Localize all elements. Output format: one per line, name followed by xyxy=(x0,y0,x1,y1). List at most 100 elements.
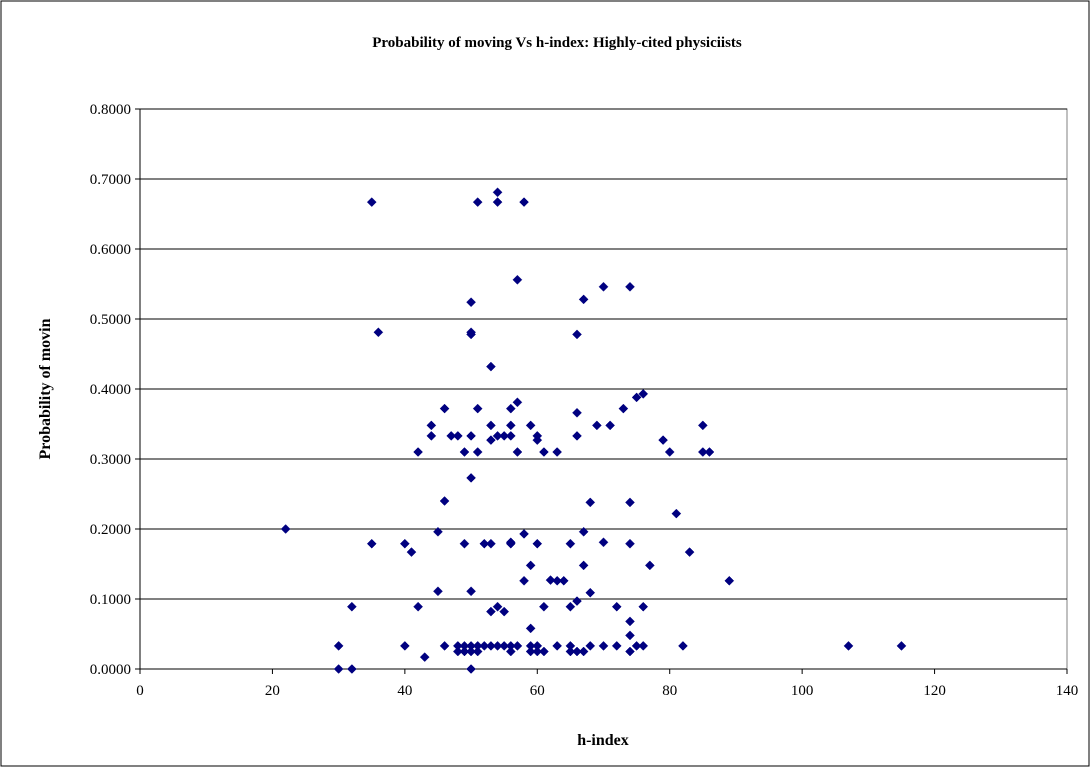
data-point xyxy=(486,435,496,445)
data-point xyxy=(452,646,463,657)
data-point xyxy=(426,420,437,431)
data-point xyxy=(532,538,543,549)
data-point xyxy=(578,294,589,305)
data-point xyxy=(400,538,410,549)
data-point xyxy=(492,187,503,198)
y-tick-label: 0.5000 xyxy=(90,312,131,328)
data-point xyxy=(572,329,582,340)
data-point xyxy=(572,431,582,441)
data-point xyxy=(439,641,450,651)
data-point xyxy=(406,547,417,557)
data-point xyxy=(552,447,563,457)
x-tick-label: 0 xyxy=(136,683,144,699)
data-point xyxy=(697,447,708,457)
data-point xyxy=(525,646,536,657)
data-point xyxy=(525,420,536,431)
data-point xyxy=(585,497,596,508)
data-point xyxy=(565,601,576,612)
data-point xyxy=(499,641,510,651)
data-point xyxy=(585,587,596,598)
data-point xyxy=(373,327,384,338)
data-point xyxy=(505,420,516,431)
data-point xyxy=(486,361,496,372)
data-point xyxy=(598,281,609,292)
data-point xyxy=(452,431,463,441)
data-point xyxy=(446,431,457,441)
axes: 0.0000 0.1000 0.2000 0.3000 0.4000 0.5000 0.60… xyxy=(90,102,1079,699)
data-point xyxy=(572,596,582,606)
data-point xyxy=(366,197,377,207)
y-axis-label: Probability of movin xyxy=(37,318,54,459)
data-point xyxy=(486,538,496,549)
data-point xyxy=(413,601,423,612)
data-point xyxy=(347,601,357,612)
data-point xyxy=(472,646,483,657)
data-point xyxy=(486,641,496,651)
x-tick-label: 140 xyxy=(1056,683,1079,699)
data-point xyxy=(466,329,476,340)
data-point xyxy=(512,447,523,457)
data-point xyxy=(578,560,589,571)
data-point xyxy=(631,641,642,651)
data-point xyxy=(525,623,536,634)
data-point xyxy=(664,447,675,457)
data-point xyxy=(413,447,423,457)
data-point xyxy=(492,431,503,441)
data-point xyxy=(505,538,516,549)
data-point xyxy=(505,403,516,414)
gridlines xyxy=(140,108,1067,600)
data-point xyxy=(479,641,490,651)
data-point xyxy=(499,431,510,441)
x-axis-label: h-index xyxy=(577,732,629,749)
data-point xyxy=(525,560,536,571)
data-point xyxy=(519,575,529,586)
x-tick-label: 80 xyxy=(662,683,677,699)
data-point xyxy=(539,447,549,457)
data-point xyxy=(598,641,609,651)
data-point xyxy=(426,431,437,441)
data-point xyxy=(519,529,529,539)
x-tick-label: 60 xyxy=(530,683,545,699)
data-point xyxy=(552,575,563,586)
data-point xyxy=(605,420,615,431)
data-point xyxy=(433,526,443,537)
data-point xyxy=(671,508,682,519)
data-point xyxy=(625,538,635,549)
data-point xyxy=(684,547,695,557)
x-tick-label: 120 xyxy=(923,683,946,699)
data-point xyxy=(472,403,483,414)
data-point xyxy=(466,586,476,597)
y-tick-label: 0.3000 xyxy=(90,452,131,468)
data-point xyxy=(631,392,642,403)
data-point xyxy=(578,646,589,657)
data-point xyxy=(466,297,476,308)
data-point xyxy=(512,274,523,285)
data-point xyxy=(492,601,503,612)
data-point xyxy=(333,664,344,674)
data-point xyxy=(611,601,622,612)
data-point xyxy=(598,537,609,548)
x-tick-label: 100 xyxy=(791,683,814,699)
data-point xyxy=(625,630,635,641)
data-point xyxy=(572,407,582,418)
data-point xyxy=(347,664,357,674)
data-point xyxy=(466,664,476,674)
data-point xyxy=(459,646,470,657)
data-point xyxy=(486,420,496,431)
data-point xyxy=(492,641,503,651)
data-point xyxy=(578,526,589,537)
data-point xyxy=(459,538,470,549)
data-point xyxy=(611,641,622,651)
data-point xyxy=(479,538,490,549)
y-tick-label: 0.4000 xyxy=(90,382,131,398)
y-tick-label: 0.2000 xyxy=(90,522,131,538)
data-point xyxy=(625,616,635,627)
data-point xyxy=(532,646,543,657)
data-point xyxy=(439,496,450,506)
data-point xyxy=(843,641,854,651)
data-point xyxy=(572,646,582,657)
y-tick-label: 0.1000 xyxy=(90,592,131,608)
data-point xyxy=(539,646,549,657)
data-point xyxy=(638,601,649,612)
